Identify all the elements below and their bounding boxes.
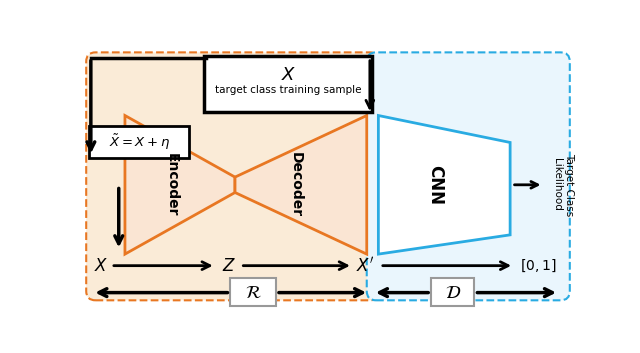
Polygon shape bbox=[378, 115, 510, 254]
Text: target class training sample: target class training sample bbox=[215, 85, 362, 95]
Text: Target Class
Likelihood: Target Class Likelihood bbox=[552, 153, 573, 216]
Text: $[0,1]$: $[0,1]$ bbox=[520, 258, 556, 274]
FancyBboxPatch shape bbox=[204, 56, 372, 112]
Text: $\mathcal{R}$: $\mathcal{R}$ bbox=[245, 283, 262, 301]
Text: $X$: $X$ bbox=[281, 66, 296, 84]
FancyBboxPatch shape bbox=[90, 126, 189, 158]
Text: $Z$: $Z$ bbox=[222, 257, 236, 275]
Polygon shape bbox=[125, 115, 235, 254]
FancyBboxPatch shape bbox=[431, 278, 474, 306]
Text: $X$: $X$ bbox=[95, 257, 109, 275]
Text: $\mathcal{D}$: $\mathcal{D}$ bbox=[445, 283, 461, 301]
Polygon shape bbox=[235, 115, 367, 254]
Text: $\tilde{X} = X + \eta$: $\tilde{X} = X + \eta$ bbox=[109, 133, 170, 152]
Text: Encoder: Encoder bbox=[164, 153, 179, 216]
Text: $X'$: $X'$ bbox=[356, 256, 374, 275]
FancyBboxPatch shape bbox=[230, 278, 276, 306]
Text: Decoder: Decoder bbox=[289, 152, 303, 217]
Text: CNN: CNN bbox=[426, 165, 444, 205]
FancyBboxPatch shape bbox=[367, 52, 570, 300]
FancyBboxPatch shape bbox=[86, 52, 379, 300]
